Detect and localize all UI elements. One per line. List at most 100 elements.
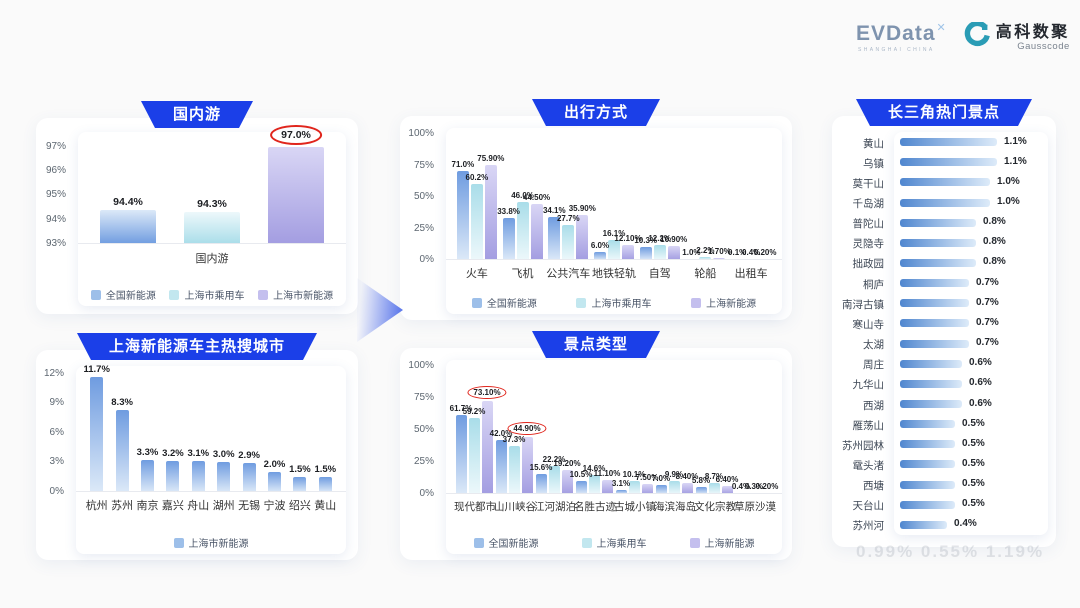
bar-value-label: 0.4% [731,481,751,491]
legend-item: 上海市乘用车 [169,287,244,302]
bar-value-label: 7.50% [635,473,659,483]
axis-baseline [446,259,782,260]
bar [699,257,712,260]
legend-item: 上海乘用车 [581,535,647,550]
hbar-bar [900,520,947,529]
bar [456,170,469,260]
bar [548,217,561,260]
bar [628,481,640,494]
y-axis-tick: 50% [413,191,434,203]
evdata-wordmark: EVData [856,21,936,45]
hbar-value-label: 1.0% [997,196,1020,208]
hbar-value-label: 0.7% [976,276,999,288]
axis-baseline [76,491,346,492]
bar [481,400,493,494]
bar [713,257,726,260]
hbar-category-label: 千岛湖 [852,198,885,211]
bar-value-label: 1.0% [682,247,701,257]
chart-legend: 全国新能源 上海市乘用车 上海市新能源 [84,287,340,302]
y-axis-tick: 50% [413,424,434,436]
bar-value-label: 37.3% [502,435,526,445]
section-title: 出行方式 [563,104,628,121]
chart-legend: 上海市新能源 [82,535,340,550]
section-title: 国内游 [172,106,221,123]
travel-mode-chart: 71.0% 60.2% 75.90% 33.8% 46.0% 44.50% 34.1% 27.… [400,116,792,320]
bar-value-label: 14.6% [582,464,606,474]
x-axis-label: 出租车 [734,268,768,280]
legend-swatch [90,289,101,300]
hbar-value-label: 0.8% [983,256,1006,268]
chart-panel: 11.7% 8.3% 3.3% 3.2% 3.1% 3.0% 2.9% 2.0% 1.5% 1.5… [76,364,346,554]
y-axis-tick: 0% [49,486,64,497]
gausscode-name-en: Gausscode [1017,40,1070,52]
x-axis-label: 绍兴 [288,500,311,512]
legend-label: 全国新能源 [105,291,156,302]
bar-value-label: 3.3% [136,446,159,458]
bar-value-label: 10.5% [569,469,593,479]
bar-value-label: 16.1% [602,228,626,238]
hbar-value-label: 0.5% [962,437,985,449]
x-axis-label: 草原沙漠 [734,501,776,513]
bar-value-label: 6.40% [715,474,739,484]
domestic-travel-chart: 94.4% 94.3% 97.0% 国内游 全国新能源 上海市乘用车 上海市新能源 97% 96… [36,118,358,314]
bar-value-label: 0.4% [742,247,761,257]
bar [641,484,653,494]
bar [721,485,733,494]
y-axis-tick: 25% [413,222,434,234]
hbar-value-label: 0.5% [962,457,985,469]
bar-value-label: 2.9% [238,450,260,462]
legend-label: 上海市乘用车 [184,291,245,302]
x-axis-label: 杭州 [85,500,108,512]
chart-panel: 1.1% 1.1% 1.0% 1.0% 0.8% 0.8% 0.8% 0.7% 0.7% 0.7%… [894,132,1048,535]
bar-value-label: 0.20% [753,247,777,257]
bar [655,485,667,494]
x-axis-title: 国内游 [195,253,229,265]
bar [484,164,497,260]
bar-value-label: 8.7% [704,471,724,481]
bar [318,477,332,492]
hbar-value-label: 0.6% [969,397,992,409]
hbar-bar [900,500,955,509]
bar [608,239,620,260]
travel-mode-section: 出行方式 71.0% 60.2% 75.90% 33.8% 46.0% 44.50% 34.… [400,99,792,320]
hbar-value-label: 1.1% [1004,155,1027,167]
bar-value-label: 2.0% [263,459,286,471]
y-axis-tick: 0% [419,488,434,499]
bar-value-label: 35.90% [568,203,596,213]
hbar-category-label: 苏州园林 [842,439,884,452]
gausscode-logo: 高科数聚 Gausscode [964,20,1070,53]
hbar-bar [900,218,976,227]
flow-right-arrow-icon [357,278,403,342]
hbar-bar [900,460,955,469]
bar-value-label: 7.0% [651,474,671,484]
plot-area: 61.7% 59.2% 73.10% 42.0% 37.3% 44.90% 15.6% 22.… [446,360,782,494]
hbar-bar [900,198,990,207]
plot-area: 11.7% 8.3% 3.3% 3.2% 3.1% 3.0% 2.9% 2.0% 1.5% 1.5… [76,364,346,492]
section-title: 上海新能源车主热搜城市 [108,338,285,355]
legend-label: 上海乘用车 [596,539,647,550]
bar [535,474,547,494]
hbar-category-label: 南浔古镇 [842,298,884,311]
hot-cities-section: 上海新能源车主热搜城市 11.7% 8.3% 3.3% 3.2% 3.1% 3.0% 2.9… [36,333,358,560]
legend-item: 上海市乘用车 [576,295,651,310]
legend-label: 上海新能源 [704,539,755,550]
chart-panel: 71.0% 60.2% 75.90% 33.8% 46.0% 44.50% 34.1% 27.… [446,128,782,314]
bar [191,461,205,492]
bar-value-label: 10.3% [634,236,658,246]
bar [242,463,256,492]
bar [576,214,589,260]
hbar-bar [900,258,976,267]
y-axis-tick: 100% [408,360,434,372]
x-axis-label: 江河湖泊 [534,501,576,513]
legend-item: 上海新能源 [691,295,756,310]
bar [468,418,480,494]
x-axis-label: 文化宗教 [694,501,736,513]
legend-swatch [173,537,184,548]
hbar-bar [900,158,997,167]
hbar-value-label: 0.4% [954,518,977,530]
legend-label: 上海市新能源 [273,291,334,302]
bar-value-label: 8.3% [111,397,133,409]
travel-mode-title-banner: 出行方式 [532,99,660,126]
bar-value-label: 94.4% [113,195,143,208]
x-axis-label: 舟山 [187,500,210,512]
